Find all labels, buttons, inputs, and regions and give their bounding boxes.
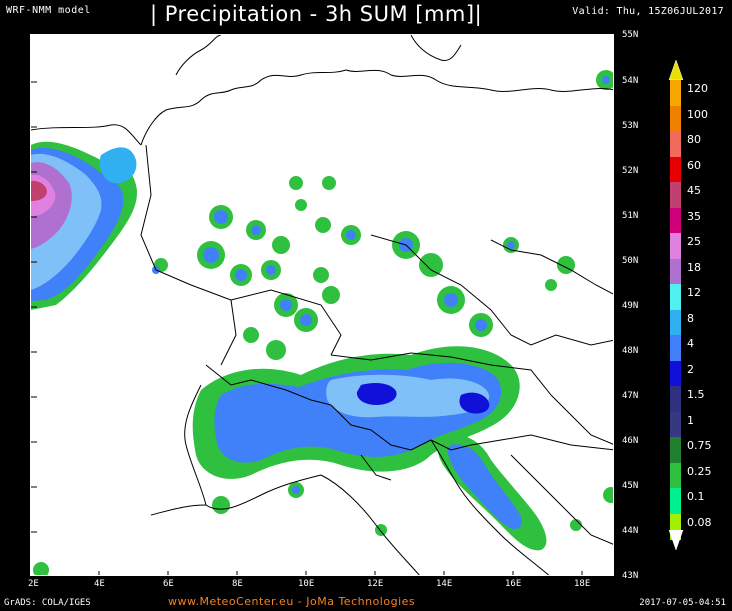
legend-label: 4 [687, 337, 694, 350]
legend-swatch [670, 105, 681, 132]
legend-swatch [670, 156, 681, 183]
legend-label: 0.75 [687, 439, 712, 452]
meteocenter-credit: www.MeteoCenter.eu - JoMa Technologies [168, 595, 416, 608]
legend-swatch [670, 335, 681, 361]
legend-swatch [670, 462, 681, 489]
legend-label: 80 [687, 133, 701, 146]
legend-label: 12 [687, 286, 701, 299]
lat-label-54n: 54N [622, 76, 639, 86]
issue-timestamp: 2017-07-05-04:51 [639, 598, 726, 608]
legend-label: 8 [687, 311, 694, 325]
legend-label: 0.1 [687, 490, 705, 503]
legend-swatch [670, 513, 681, 540]
lat-label-44n: 44N [622, 526, 639, 536]
legend-swatch [670, 182, 681, 208]
alps-precip-field [192, 346, 520, 479]
valid-time-label: Valid: Thu, 15Z06JUL2017 [572, 6, 724, 17]
balkan-precip-field [437, 433, 547, 551]
scattered-cells [33, 70, 613, 575]
lon-label-10e: 10E [298, 579, 315, 589]
legend-swatch [670, 437, 681, 463]
legend-label: 0.25 [687, 464, 712, 478]
color-scale-legend: 120 100 80 60 45 35 25 18 12 8 4 2 1.5 1 0.75 0.25 0.1 0.… [665, 60, 725, 560]
legend-top-arrow [668, 60, 684, 80]
axis-ticks [31, 81, 583, 575]
map-title: | Precipitation - 3h SUM [mm]| [150, 2, 483, 26]
legend-swatch [670, 131, 681, 157]
lon-label-2e: 2E [28, 579, 39, 589]
grads-credit: GrADS: COLA/IGES [4, 598, 91, 608]
lon-label-4e: 4E [94, 579, 105, 589]
lat-label-55n: 55N [622, 30, 639, 40]
legend-swatch [670, 233, 681, 259]
legend-swatch [670, 258, 681, 285]
lat-label-51n: 51N [622, 211, 639, 221]
legend-label: 100 [687, 107, 708, 121]
lon-label-6e: 6E [163, 579, 174, 589]
lat-label-53n: 53N [622, 121, 639, 131]
legend-swatch [670, 488, 681, 514]
legend-swatch [670, 284, 681, 310]
legend-bottom-arrow [668, 530, 684, 550]
legend-label: 1 [687, 413, 694, 427]
lat-label-48n: 48N [622, 346, 639, 356]
lat-label-46n: 46N [622, 436, 639, 446]
legend-label: 18 [687, 260, 701, 274]
lon-label-16e: 16E [505, 579, 522, 589]
legend-label: 25 [687, 235, 701, 248]
legend-swatch [670, 207, 681, 234]
precipitation-map [30, 34, 614, 576]
legend-label: 1.5 [687, 388, 705, 401]
lat-label-43n: 43N [622, 571, 639, 581]
lat-label-47n: 47N [622, 391, 639, 401]
legend-label: 2 [687, 362, 694, 376]
lat-label-52n: 52N [622, 166, 639, 176]
lon-label-8e: 8E [232, 579, 243, 589]
legend-swatch [670, 360, 681, 387]
legend-swatch [670, 386, 681, 412]
lon-label-12e: 12E [367, 579, 384, 589]
lon-label-18e: 18E [574, 579, 591, 589]
coastlines-borders [31, 35, 613, 575]
legend-swatch [670, 411, 681, 438]
legend-label: 45 [687, 184, 701, 197]
lat-label-45n: 45N [622, 481, 639, 491]
legend-swatch [670, 80, 681, 106]
legend-swatch [670, 309, 681, 336]
legend-label: 35 [687, 209, 701, 223]
legend-label: 60 [687, 158, 701, 172]
model-label: WRF-NMM model [6, 5, 91, 16]
legend-label: 120 [687, 82, 708, 95]
legend-label: 0.08 [687, 515, 712, 529]
lat-label-49n: 49N [622, 301, 639, 311]
lat-label-50n: 50N [622, 256, 639, 266]
lon-label-14e: 14E [436, 579, 453, 589]
map-canvas [31, 35, 613, 575]
west-precip-field [31, 141, 137, 310]
